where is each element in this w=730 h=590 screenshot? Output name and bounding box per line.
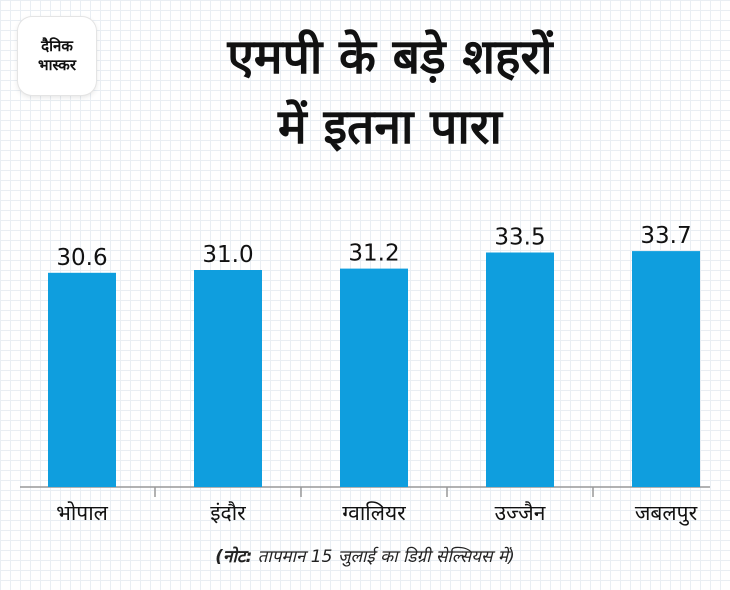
data-label-3: 33.5 xyxy=(494,225,545,251)
logo-line-1: दैनिक xyxy=(41,37,73,55)
title-line-2: में इतना पारा xyxy=(278,99,502,155)
bar-3 xyxy=(486,252,554,487)
footnote: (नोट: तापमान 15 जुलाई का डिग्री सेल्सियस… xyxy=(0,544,730,567)
chart-title: एमपी के बड़े शहरों में इतना पारा xyxy=(110,22,670,162)
data-label-2: 31.2 xyxy=(348,241,399,267)
footnote-text: तापमान 15 जुलाई का डिग्री सेल्सियस में) xyxy=(252,547,515,567)
bar-2 xyxy=(340,268,408,487)
bar-0 xyxy=(48,272,116,487)
title-line-1: एमपी के बड़े शहरों xyxy=(227,29,553,85)
category-label-4: जबलपुर xyxy=(635,501,698,526)
category-label-2: ग्वालियर xyxy=(342,501,406,525)
data-label-4: 33.7 xyxy=(640,223,691,249)
data-label-0: 30.6 xyxy=(56,245,107,271)
category-label-3: उज्जैन xyxy=(495,501,546,525)
data-label-1: 31.0 xyxy=(202,242,253,268)
dainik-bhaskar-logo: दैनिक भास्कर xyxy=(18,17,96,95)
bar-1 xyxy=(194,270,262,487)
bar-4 xyxy=(632,251,700,487)
category-label-0: भोपाल xyxy=(56,501,109,525)
logo-line-2: भास्कर xyxy=(38,56,76,74)
category-label-1: इंदौर xyxy=(210,501,246,525)
footnote-prefix: (नोट: xyxy=(215,547,253,567)
